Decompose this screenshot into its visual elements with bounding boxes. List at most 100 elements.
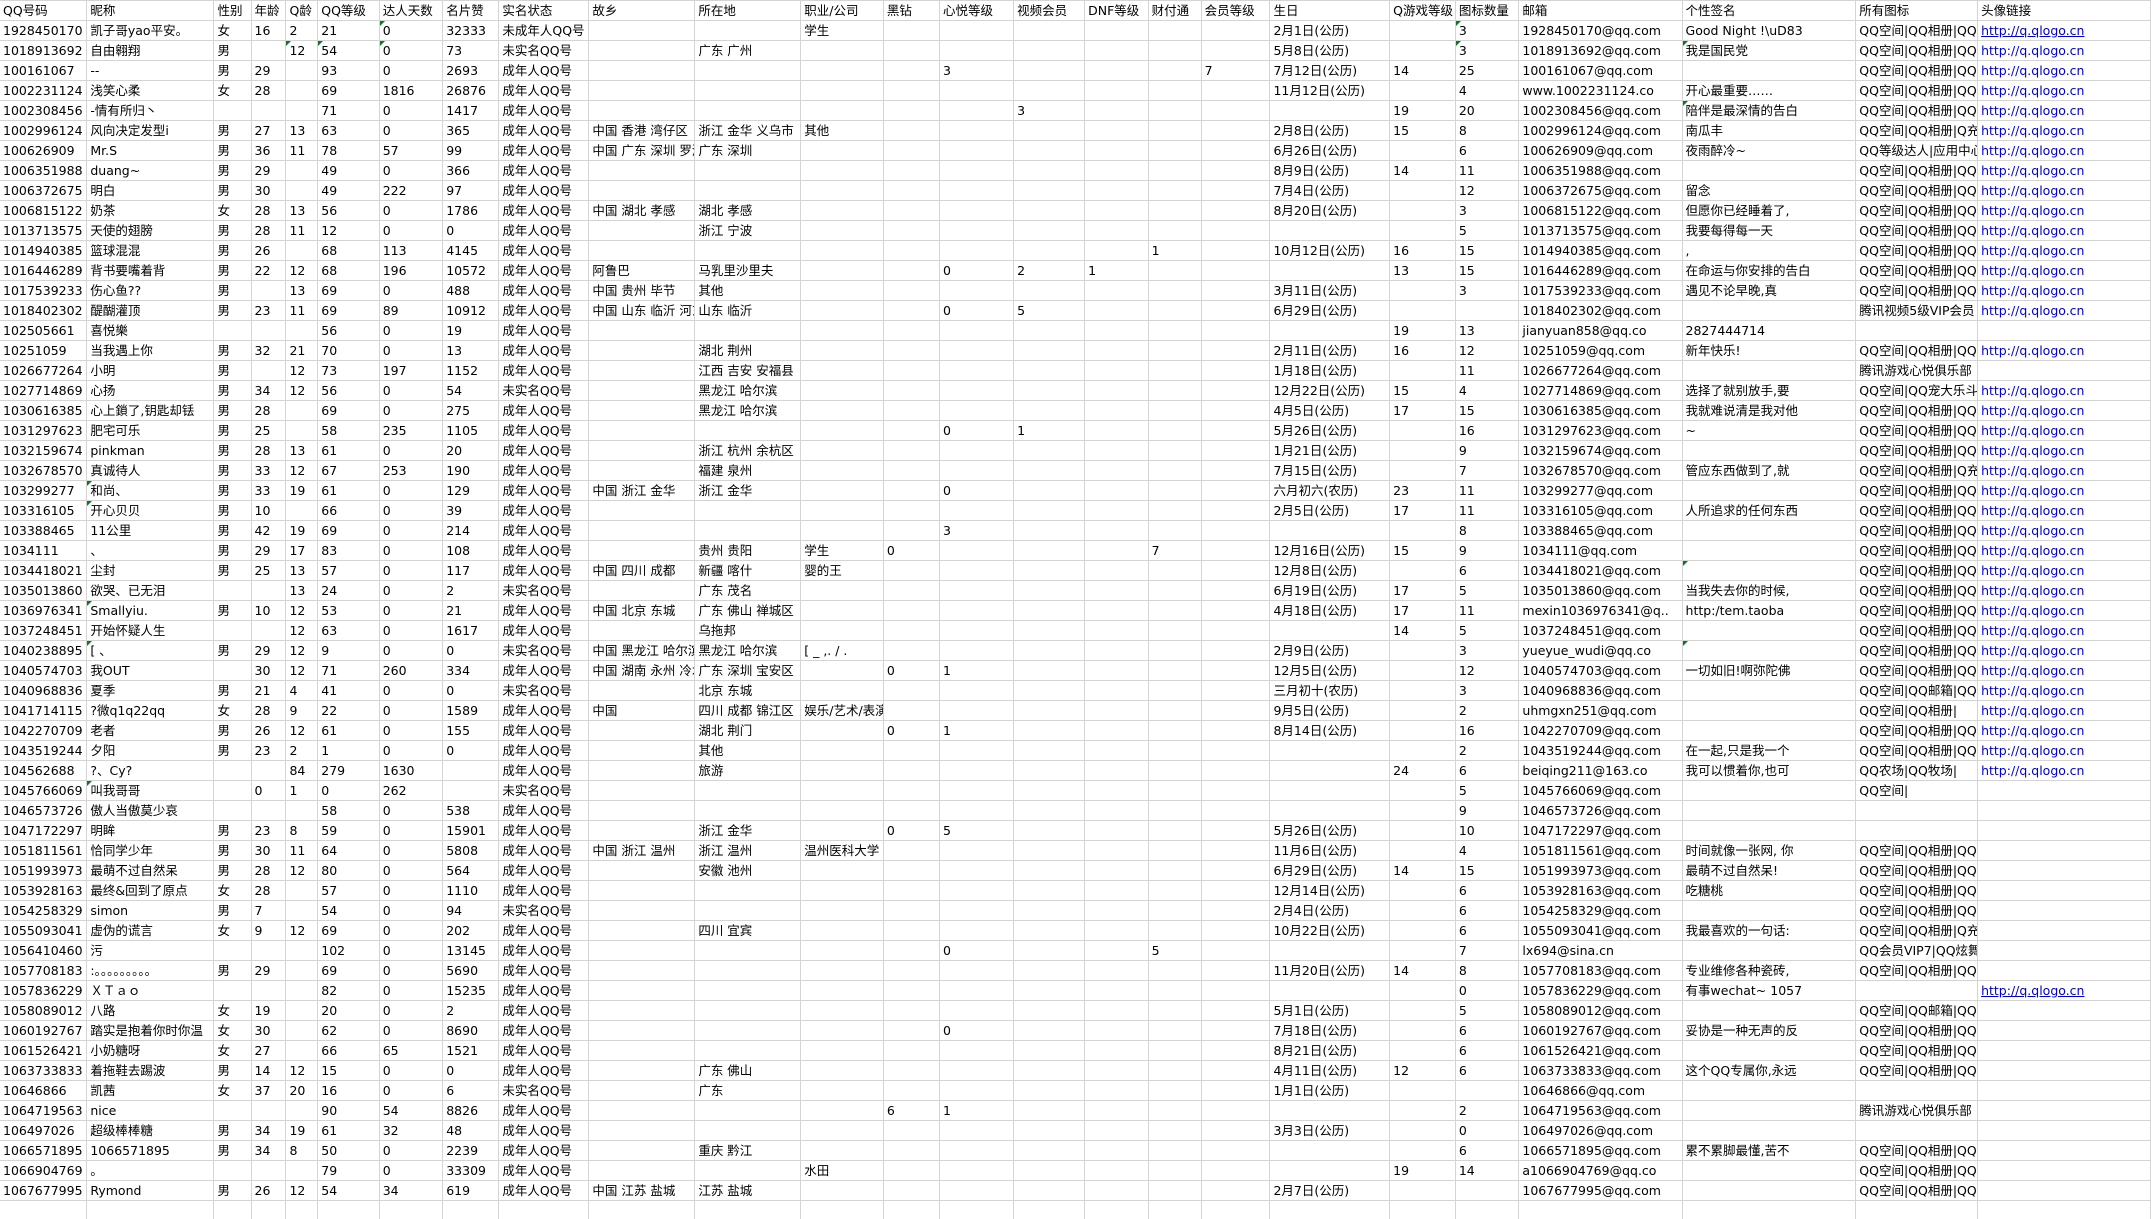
cell-days[interactable]: 57	[379, 140, 444, 161]
cell-xinyue[interactable]	[939, 320, 1015, 341]
cell-dnf[interactable]	[1084, 620, 1149, 641]
cell-level[interactable]: 69	[317, 520, 380, 541]
cell-heiz[interactable]	[883, 140, 941, 161]
cell-xinyue[interactable]	[939, 1000, 1015, 1021]
cell-loc[interactable]	[694, 800, 802, 821]
cell-days[interactable]: 196	[379, 260, 444, 281]
cell-praise[interactable]: 4145	[442, 240, 500, 261]
cell-qq[interactable]: 1040574703	[0, 660, 88, 681]
cell-level[interactable]: 64	[317, 840, 380, 861]
cell-sex[interactable]: 女	[213, 80, 252, 101]
cell-dnf[interactable]	[1084, 420, 1149, 441]
cell-loc[interactable]	[694, 960, 802, 981]
table-row[interactable]: 1066904769。 79 0 33309 成年人QQ号 水田 19 14 a10669047…	[0, 1160, 2151, 1181]
cell-vip[interactable]	[1201, 340, 1271, 361]
cell-icons[interactable]: QQ空间|QQ相册|QQ	[1855, 640, 1979, 661]
cell-dnf[interactable]	[1084, 740, 1149, 761]
cell-level[interactable]: 49	[317, 160, 380, 181]
cell-sign[interactable]: Good Night !\uD83	[1682, 20, 1857, 41]
cell-dnf[interactable]	[1084, 880, 1149, 901]
cell-home[interactable]	[588, 80, 696, 101]
cell-game[interactable]	[1389, 40, 1456, 61]
cell-qage[interactable]	[285, 1200, 319, 1219]
cell-icons[interactable]: QQ空间|QQ相册|QQ	[1855, 520, 1979, 541]
cell-caifu[interactable]	[1148, 480, 1202, 501]
cell-realname[interactable]: 成年人QQ号	[498, 400, 590, 421]
cell-dnf[interactable]	[1084, 860, 1149, 881]
cell-iconnum[interactable]: 6	[1455, 880, 1520, 901]
cell-job[interactable]	[800, 220, 884, 241]
cell-iconnum[interactable]: 3	[1455, 680, 1520, 701]
cell-sign[interactable]: 人所追求的任何东西	[1682, 500, 1857, 521]
cell-iconnum[interactable]: 16	[1455, 420, 1520, 441]
cell-sign[interactable]	[1682, 820, 1857, 841]
cell-age[interactable]: 27	[251, 120, 287, 141]
cell-game[interactable]	[1389, 1040, 1456, 1061]
cell-sign[interactable]: 我最喜欢的一句话:	[1682, 920, 1857, 941]
cell-realname[interactable]: 成年人QQ号	[498, 80, 590, 101]
cell-qage[interactable]: 11	[285, 220, 319, 241]
cell-vip[interactable]	[1201, 220, 1271, 241]
cell-vip[interactable]	[1201, 1140, 1271, 1161]
cell-days[interactable]: 260	[379, 660, 444, 681]
cell-age[interactable]: 28	[251, 860, 287, 881]
cell-mail[interactable]: 1047172297@qq.com	[1518, 820, 1683, 841]
cell-nick[interactable]: 开心贝贝	[86, 500, 215, 521]
cell-heiz[interactable]	[883, 960, 941, 981]
cell-level[interactable]: 68	[317, 260, 380, 281]
cell-praise[interactable]: 13	[442, 340, 500, 361]
table-row[interactable]: 1055093041 虚伪的谎言女 9 12 69 0 202 成年人QQ号 四川 宜宾 10月2…	[0, 920, 2151, 941]
cell-mail[interactable]: 1040574703@qq.com	[1518, 660, 1683, 681]
cell-sign[interactable]	[1682, 940, 1857, 961]
cell-loc[interactable]	[694, 80, 802, 101]
cell-home[interactable]: 中国 山东 临沂 河东	[588, 300, 696, 321]
cell-realname[interactable]: 成年人QQ号	[498, 60, 590, 81]
cell-realname[interactable]: 成年人QQ号	[498, 860, 590, 881]
cell-birth[interactable]	[1269, 740, 1391, 761]
cell-days[interactable]: 0	[379, 880, 444, 901]
cell-age[interactable]: 16	[251, 20, 287, 41]
cell-avatar[interactable]: http://q.qlogo.cn	[1977, 620, 2151, 641]
cell-sex[interactable]: 男	[213, 340, 252, 361]
cell-heiz[interactable]: 0	[883, 720, 941, 741]
cell-mail[interactable]: yueyue_wudi@qq.co	[1518, 640, 1683, 661]
cell-realname[interactable]: 成年人QQ号	[498, 240, 590, 261]
cell-qq[interactable]: 1040238895	[0, 640, 88, 661]
cell-home[interactable]: 中国	[588, 700, 696, 721]
cell-days[interactable]: 0	[379, 600, 444, 621]
cell-nick[interactable]: 、	[86, 540, 215, 561]
cell-qq[interactable]: 1006351988	[0, 160, 88, 181]
cell-days[interactable]: 0	[379, 1000, 444, 1021]
cell-home[interactable]	[588, 1120, 696, 1141]
cell-mail[interactable]: 1032159674@qq.com	[1518, 440, 1683, 461]
cell-qage[interactable]: 21	[285, 340, 319, 361]
cell-sign[interactable]: 最萌不过自然呆!	[1682, 860, 1857, 881]
cell-heiz[interactable]	[883, 480, 941, 501]
cell-dnf[interactable]	[1084, 700, 1149, 721]
cell-loc[interactable]	[694, 1120, 802, 1141]
cell-caifu[interactable]	[1148, 1200, 1202, 1219]
table-row[interactable]: 1045766069 叫我哥哥 0 1 0 262 未实名QQ号 5 1045766069@qq…	[0, 780, 2151, 801]
cell-sign[interactable]	[1682, 1080, 1857, 1101]
cell-home[interactable]	[588, 440, 696, 461]
cell-birth[interactable]: 3月3日(公历)	[1269, 1120, 1391, 1141]
cell-caifu[interactable]	[1148, 100, 1202, 121]
cell-level[interactable]: 54	[317, 1180, 380, 1201]
cell-sign[interactable]	[1682, 520, 1857, 541]
cell-qq[interactable]: 1064719563	[0, 1100, 88, 1121]
cell-game[interactable]	[1389, 360, 1456, 381]
cell-video[interactable]	[1013, 320, 1086, 341]
cell-sign[interactable]	[1682, 700, 1857, 721]
column-header-heiz[interactable]: 黑钻	[883, 0, 941, 21]
cell-vip[interactable]	[1201, 460, 1271, 481]
cell-video[interactable]	[1013, 1180, 1086, 1201]
cell-qage[interactable]	[285, 1100, 319, 1121]
cell-sex[interactable]: 女	[213, 700, 252, 721]
cell-qage[interactable]	[285, 1000, 319, 1021]
cell-xinyue[interactable]	[939, 500, 1015, 521]
cell-caifu[interactable]	[1148, 60, 1202, 81]
table-row[interactable]: 1034111、男 29 17 83 0 108 成年人QQ号 贵州 贵阳 学生 0 7 12月16日…	[0, 540, 2151, 561]
cell-nick[interactable]: 虚伪的谎言	[86, 920, 215, 941]
cell-caifu[interactable]	[1148, 520, 1202, 541]
cell-xinyue[interactable]: 3	[939, 520, 1015, 541]
